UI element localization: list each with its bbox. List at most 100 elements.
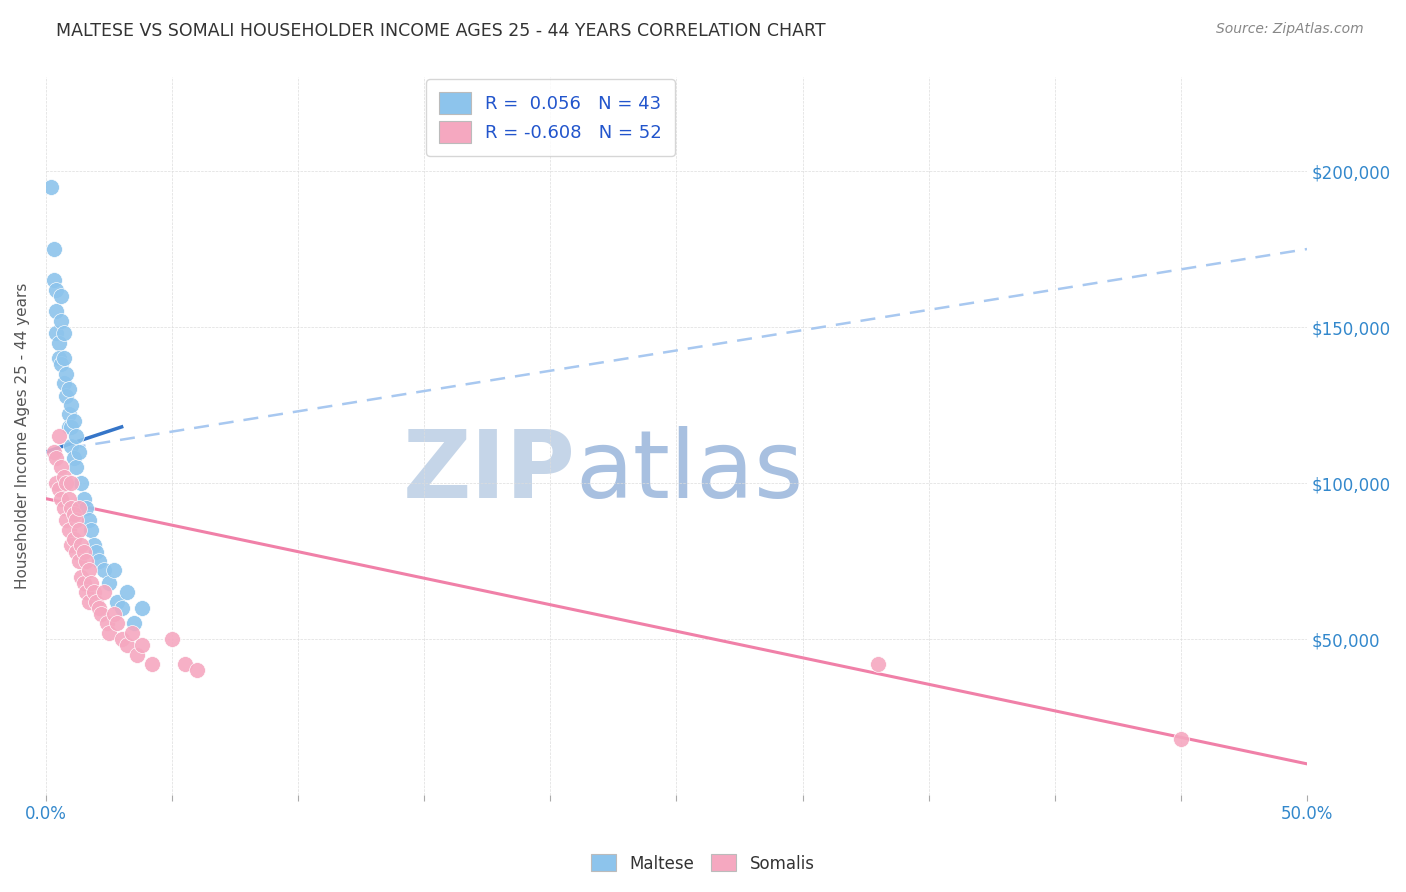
Point [42,445,65,459]
Point [52,470,75,484]
Point [39,179,62,194]
Point [58,491,80,506]
Point [62,414,84,428]
Point [62,533,84,547]
Point [55,476,77,491]
Point [98,575,121,590]
Y-axis label: Householder Income Ages 25 - 44 years: Householder Income Ages 25 - 44 years [15,283,30,590]
Point [52,351,75,366]
Point [93,585,115,599]
Point [60,501,83,516]
Point [48,351,70,366]
Point [52,376,75,391]
Point [122,616,145,631]
Legend: Maltese, Somalis: Maltese, Somalis [585,847,821,880]
Point [60,420,83,434]
Point [70,569,93,583]
Point [86,594,108,608]
Point [121,625,143,640]
Point [67,523,90,537]
Point [87,600,110,615]
Point [73,491,96,506]
Legend: R =  0.056   N = 43, R = -0.608   N = 52: R = 0.056 N = 43, R = -0.608 N = 52 [426,79,675,156]
Text: MALTESE VS SOMALI HOUSEHOLDER INCOME AGES 25 - 44 YEARS CORRELATION CHART: MALTESE VS SOMALI HOUSEHOLDER INCOME AGE… [56,22,825,40]
Point [115,638,138,652]
Point [103,563,125,577]
Point [131,638,153,652]
Point [60,538,83,552]
Point [77,514,100,528]
Point [80,523,103,537]
Text: Source: ZipAtlas.com: Source: ZipAtlas.com [1216,22,1364,37]
Point [75,585,97,599]
Point [45,326,67,341]
Point [1170,731,1192,746]
Point [45,304,67,318]
Point [65,460,87,475]
Point [96,616,118,631]
Point [87,554,110,568]
Point [111,632,134,646]
Point [65,429,87,443]
Point [49,460,72,475]
Point [83,585,105,599]
Point [70,538,93,552]
Point [45,283,67,297]
Point [48,483,70,497]
Point [55,367,77,381]
Point [60,439,83,453]
Point [67,501,90,516]
Point [186,663,208,677]
Point [868,657,890,671]
Point [115,585,138,599]
Point [98,625,121,640]
Point [42,273,65,287]
Point [111,600,134,615]
Point [49,491,72,506]
Point [58,523,80,537]
Point [160,632,183,646]
Point [48,429,70,443]
Point [73,575,96,590]
Point [60,476,83,491]
Point [55,514,77,528]
Point [58,383,80,397]
Point [103,607,125,621]
Point [48,335,70,350]
Point [105,616,128,631]
Point [90,607,112,621]
Point [58,420,80,434]
Text: atlas: atlas [575,426,804,518]
Point [55,389,77,403]
Point [75,554,97,568]
Point [83,538,105,552]
Point [93,563,115,577]
Point [49,358,72,372]
Point [75,501,97,516]
Point [62,451,84,466]
Point [49,289,72,303]
Point [105,594,128,608]
Point [45,476,67,491]
Point [77,563,100,577]
Point [62,508,84,522]
Point [86,544,108,558]
Point [141,657,163,671]
Point [65,514,87,528]
Point [52,501,75,516]
Point [67,445,90,459]
Point [45,451,67,466]
Point [131,600,153,615]
Point [60,398,83,412]
Point [49,314,72,328]
Point [52,326,75,341]
Point [58,408,80,422]
Point [67,554,90,568]
Text: ZIP: ZIP [402,426,575,518]
Point [173,657,195,671]
Point [70,476,93,491]
Point [125,648,148,662]
Point [42,242,65,256]
Point [73,544,96,558]
Point [77,594,100,608]
